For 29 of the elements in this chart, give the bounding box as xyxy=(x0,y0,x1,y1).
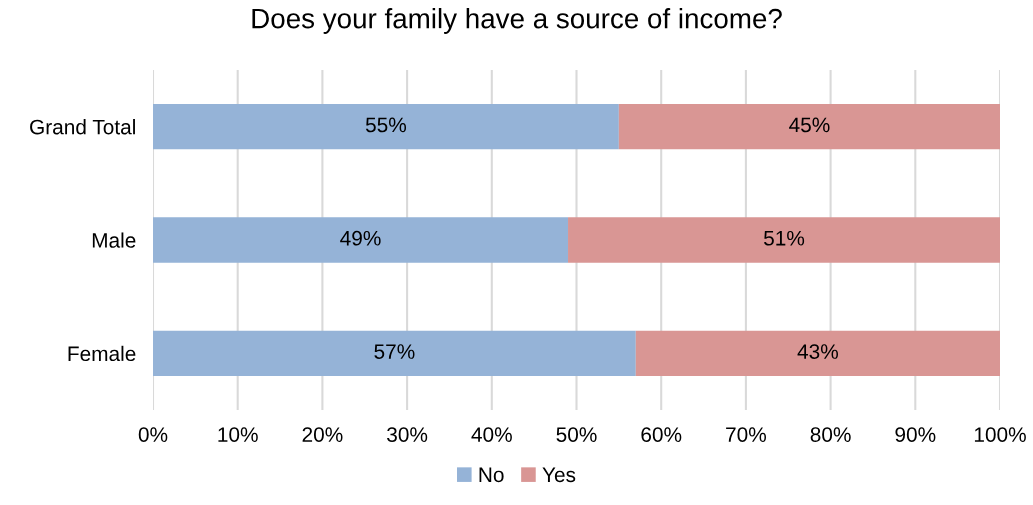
data-label: 51% xyxy=(764,230,805,246)
bar xyxy=(635,330,1000,376)
bar xyxy=(618,104,1000,150)
y-tick-label: Grand Total xyxy=(30,119,135,135)
x-tick-label: 60% xyxy=(641,427,682,442)
x-tick-label: 20% xyxy=(302,427,343,442)
x-tick-label: 80% xyxy=(810,427,851,442)
data-label: 49% xyxy=(340,230,381,246)
bar xyxy=(153,104,619,150)
bar xyxy=(568,217,1000,263)
x-tick-label: 50% xyxy=(556,427,597,442)
y-tick-label: Male xyxy=(92,232,136,248)
bar xyxy=(153,217,569,263)
legend-label: Yes xyxy=(542,467,576,483)
data-label: 57% xyxy=(374,344,415,359)
chart-title: Does your family have a source of income? xyxy=(252,8,782,34)
y-tick-label: Female xyxy=(68,345,136,362)
data-label: 55% xyxy=(365,117,407,133)
x-tick-label: 10% xyxy=(218,427,258,442)
x-tick-label: 90% xyxy=(895,427,936,442)
x-tick-label: 40% xyxy=(471,427,512,442)
legend-label: No xyxy=(479,467,504,483)
x-tick-label: 100% xyxy=(974,427,1026,442)
data-label: 43% xyxy=(797,344,838,359)
x-tick-label: 0% xyxy=(138,427,168,442)
x-tick-label: 30% xyxy=(387,427,428,442)
bar xyxy=(153,330,636,376)
data-label: 45% xyxy=(789,117,830,133)
x-tick-label: 70% xyxy=(726,427,767,442)
